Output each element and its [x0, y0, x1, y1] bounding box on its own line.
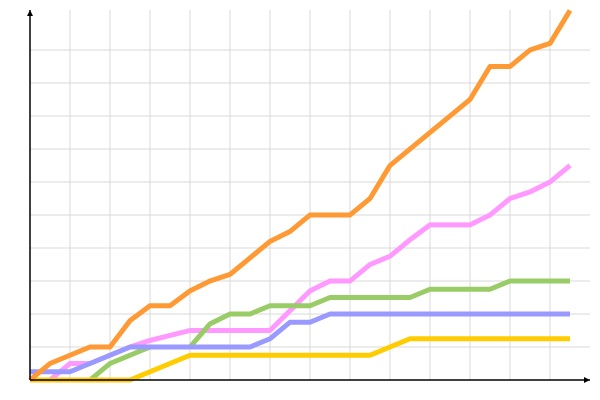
- x-axis-arrow-icon: [584, 377, 590, 383]
- series-line-4: [30, 311, 570, 375]
- axes: [27, 10, 590, 383]
- series-line-5: [28, 9, 573, 382]
- series-line-2: [30, 278, 570, 383]
- y-axis-arrow-icon: [27, 10, 33, 16]
- series-lines: [28, 9, 573, 383]
